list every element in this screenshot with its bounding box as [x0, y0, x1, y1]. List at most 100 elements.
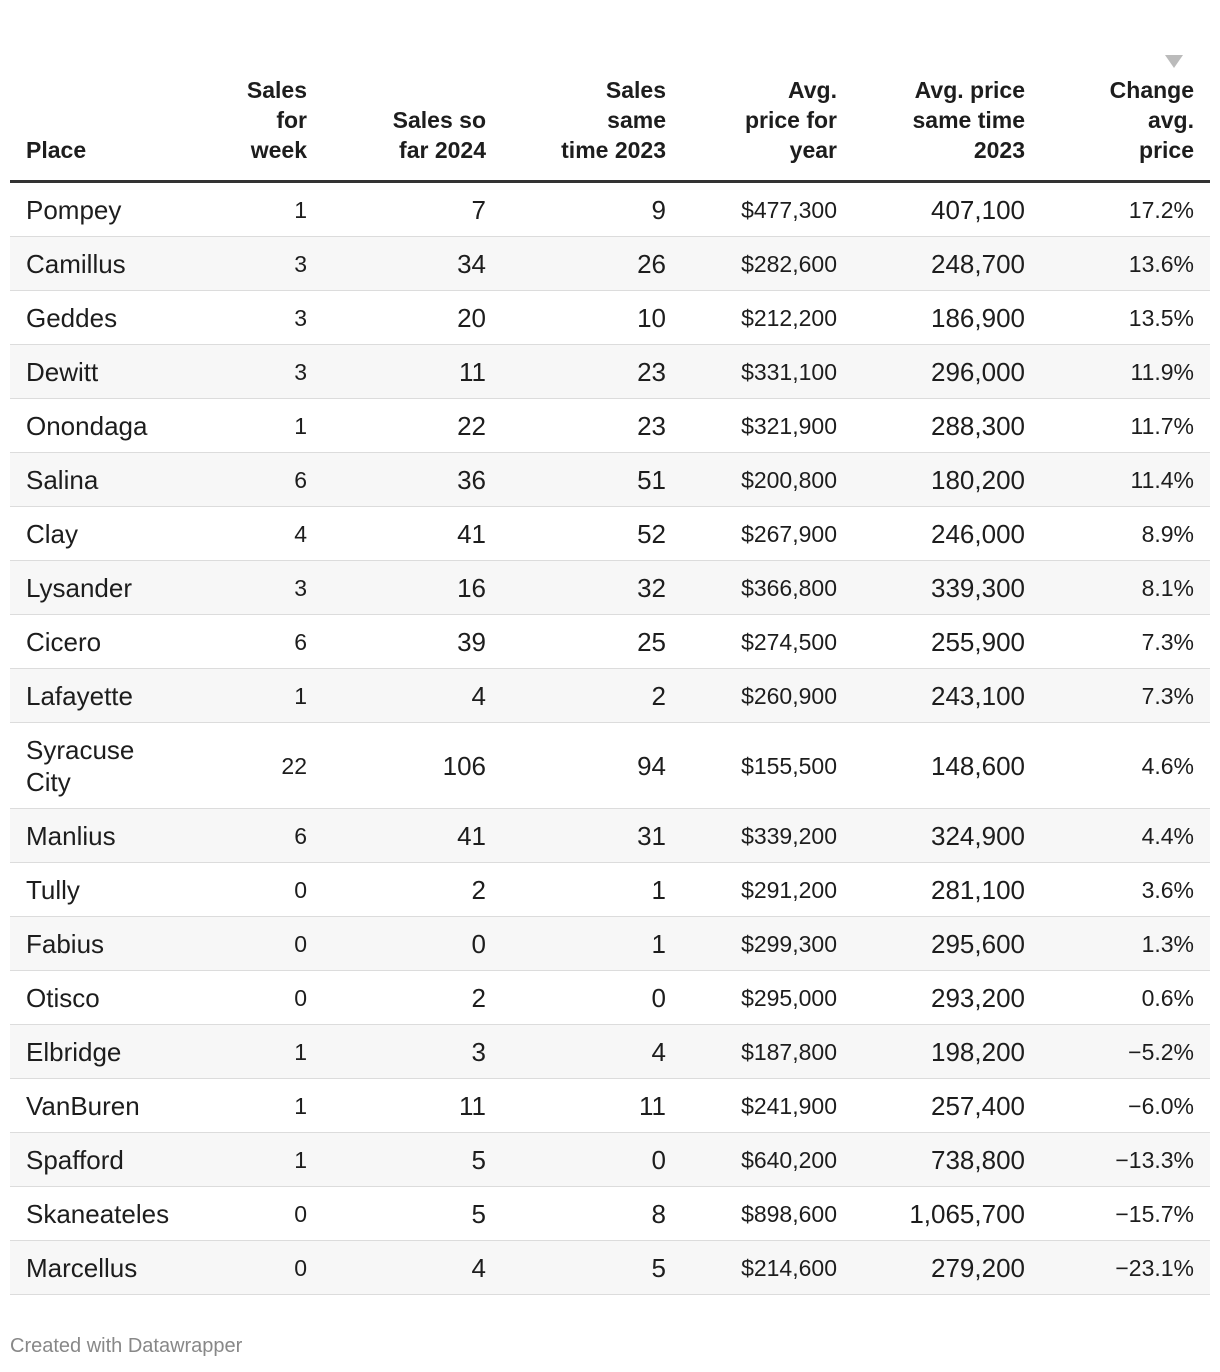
table-cell: 407,100	[853, 181, 1041, 237]
table-cell: 3.6%	[1041, 862, 1210, 917]
table-cell: Tully	[10, 862, 160, 917]
table-cell: 106	[323, 722, 502, 809]
table-cell: 16	[323, 560, 502, 615]
table-cell: 248,700	[853, 236, 1041, 291]
table-cell: $274,500	[682, 614, 853, 669]
table-cell: 94	[502, 722, 682, 809]
table-cell: 288,300	[853, 398, 1041, 453]
table-cell: 11.7%	[1041, 398, 1210, 453]
table-row: Manlius 6 41 31 $339,200 324,900 4.4%	[10, 808, 1210, 863]
table-cell: Otisco	[10, 970, 160, 1025]
table-row: Otisco 0 2 0 $295,000 293,200 0.6%	[10, 970, 1210, 1025]
table-cell: 7	[323, 181, 502, 237]
table-cell: 11.9%	[1041, 344, 1210, 399]
column-header[interactable]: Change avg. price	[1041, 75, 1210, 183]
table-row: Lafayette 1 4 2 $260,900 243,100 7.3%	[10, 668, 1210, 723]
table-cell: 5	[323, 1186, 502, 1241]
table-row: Cicero 6 39 25 $274,500 255,900 7.3%	[10, 614, 1210, 669]
table-cell: 3	[160, 236, 323, 291]
table-cell: Salina	[10, 452, 160, 507]
table-row: Tully 0 2 1 $291,200 281,100 3.6%	[10, 862, 1210, 917]
column-header[interactable]: Place	[10, 75, 160, 183]
table-cell: 281,100	[853, 862, 1041, 917]
sort-icon	[1165, 55, 1183, 68]
column-header[interactable]: Sales for week	[160, 75, 323, 183]
table-cell: 22	[323, 398, 502, 453]
table-cell: 17.2%	[1041, 181, 1210, 237]
table-cell: 41	[323, 506, 502, 561]
table-cell: $291,200	[682, 862, 853, 917]
table-cell: Syracuse City	[10, 722, 160, 809]
table-cell: 3	[160, 290, 323, 345]
table-cell: 0	[160, 916, 323, 971]
table-cell: 8.9%	[1041, 506, 1210, 561]
table-cell: 26	[502, 236, 682, 291]
table-cell: 41	[323, 808, 502, 863]
table-cell: 34	[323, 236, 502, 291]
table-cell: 339,300	[853, 560, 1041, 615]
table-cell: 8.1%	[1041, 560, 1210, 615]
table-body: Pompey 1 7 9 $477,300 407,100 17.2% Camillus 3 34…	[10, 181, 1210, 1295]
table-cell: Manlius	[10, 808, 160, 863]
table-cell: 1	[502, 916, 682, 971]
table-cell: 0	[160, 970, 323, 1025]
table-cell: 11	[323, 1078, 502, 1133]
table-cell: 13.6%	[1041, 236, 1210, 291]
table-cell: 5	[502, 1240, 682, 1295]
header-row: Place Sales for week Sales so far 2024 Sale…	[10, 75, 1210, 183]
table-cell: 4	[502, 1024, 682, 1079]
table-cell: $331,100	[682, 344, 853, 399]
table-cell: 7.3%	[1041, 668, 1210, 723]
table-cell: 13.5%	[1041, 290, 1210, 345]
column-header[interactable]: Avg. price same time 2023	[853, 75, 1041, 183]
table-cell: 4	[323, 668, 502, 723]
table-cell: 0	[160, 1186, 323, 1241]
table-cell: 20	[323, 290, 502, 345]
table-cell: $295,000	[682, 970, 853, 1025]
table-cell: 324,900	[853, 808, 1041, 863]
table-cell: 1,065,700	[853, 1186, 1041, 1241]
footer: Created with Datawrapper	[10, 1335, 243, 1357]
table-cell: 23	[502, 344, 682, 399]
column-header[interactable]: Sales same time 2023	[502, 75, 682, 183]
table-row: Spafford 1 5 0 $640,200 738,800 −13.3%	[10, 1132, 1210, 1187]
column-header[interactable]: Avg. price for year	[682, 75, 853, 183]
table-cell: −13.3%	[1041, 1132, 1210, 1187]
table-cell: 11.4%	[1041, 452, 1210, 507]
table-cell: 1	[160, 1078, 323, 1133]
table-cell: 738,800	[853, 1132, 1041, 1187]
table-cell: $477,300	[682, 181, 853, 237]
table-cell: 39	[323, 614, 502, 669]
table-cell: Elbridge	[10, 1024, 160, 1079]
table-row: Dewitt 3 11 23 $331,100 296,000 11.9%	[10, 344, 1210, 399]
table-cell: 32	[502, 560, 682, 615]
table-cell: 3	[323, 1024, 502, 1079]
table-cell: 25	[502, 614, 682, 669]
table-cell: 1	[160, 668, 323, 723]
table-row: Salina 6 36 51 $200,800 180,200 11.4%	[10, 452, 1210, 507]
table-cell: $260,900	[682, 668, 853, 723]
table-cell: 6	[160, 614, 323, 669]
table-cell: 4.4%	[1041, 808, 1210, 863]
table-cell: 3	[160, 560, 323, 615]
table-cell: 2	[502, 668, 682, 723]
table-row: Fabius 0 0 1 $299,300 295,600 1.3%	[10, 916, 1210, 971]
table-cell: 0	[160, 862, 323, 917]
table-cell: 8	[502, 1186, 682, 1241]
table-cell: 1	[160, 181, 323, 237]
table-cell: $214,600	[682, 1240, 853, 1295]
table-cell: 148,600	[853, 722, 1041, 809]
table-cell: 11	[502, 1078, 682, 1133]
table-row: Geddes 3 20 10 $212,200 186,900 13.5%	[10, 290, 1210, 345]
column-header[interactable]: Sales so far 2024	[323, 75, 502, 183]
table-cell: $267,900	[682, 506, 853, 561]
table-cell: Spafford	[10, 1132, 160, 1187]
table-cell: 198,200	[853, 1024, 1041, 1079]
table-cell: $339,200	[682, 808, 853, 863]
table-cell: 0	[502, 1132, 682, 1187]
table-cell: 6	[160, 452, 323, 507]
table-cell: 0	[160, 1240, 323, 1295]
table-cell: −23.1%	[1041, 1240, 1210, 1295]
table-cell: 296,000	[853, 344, 1041, 399]
table-cell: 10	[502, 290, 682, 345]
